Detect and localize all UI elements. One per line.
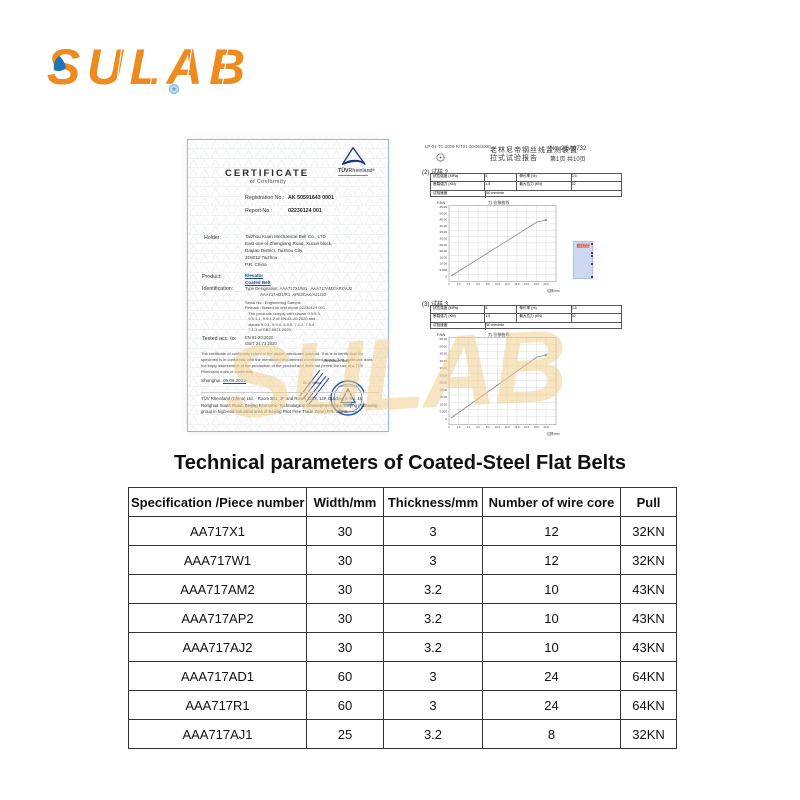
svg-text:16.0: 16.0 — [524, 282, 530, 285]
svg-text:50.00: 50.00 — [439, 211, 447, 215]
svg-text:18.0: 18.0 — [534, 282, 540, 285]
svg-text:16.0: 16.0 — [524, 425, 530, 429]
svg-text:6.0: 6.0 — [476, 282, 480, 285]
svg-text:10.0: 10.0 — [495, 282, 501, 285]
svg-text:10.00: 10.00 — [439, 262, 447, 266]
svg-text:5.000: 5.000 — [439, 268, 447, 272]
svg-text:SULAB: SULAB — [47, 39, 252, 95]
svg-text:20.00: 20.00 — [439, 388, 447, 392]
svg-text:0: 0 — [445, 417, 447, 421]
svg-text:20.00: 20.00 — [439, 249, 447, 253]
svg-text:• CERTIFICATE •: • CERTIFICATE • — [336, 384, 359, 388]
svg-text:45.00: 45.00 — [439, 352, 447, 356]
svg-text:35.00: 35.00 — [439, 230, 447, 234]
svg-text:55.00: 55.00 — [439, 205, 447, 209]
svg-text:10.0: 10.0 — [495, 425, 501, 429]
svg-text:50.00: 50.00 — [439, 344, 447, 348]
svg-text:14.0: 14.0 — [514, 425, 520, 429]
svg-text:25.00: 25.00 — [439, 243, 447, 247]
svg-text:6.0: 6.0 — [476, 425, 480, 429]
svg-text:4.0: 4.0 — [467, 282, 471, 285]
svg-text:2.0: 2.0 — [457, 425, 461, 429]
svg-text:40.00: 40.00 — [439, 359, 447, 363]
svg-text:12.0: 12.0 — [505, 282, 511, 285]
svg-text:20.0: 20.0 — [543, 425, 549, 429]
svg-text:5.000: 5.000 — [439, 410, 447, 414]
svg-text:35.00: 35.00 — [439, 366, 447, 370]
svg-text:12.0: 12.0 — [505, 425, 511, 429]
svg-text:45.00: 45.00 — [439, 218, 447, 222]
svg-text:14.0: 14.0 — [514, 282, 520, 285]
svg-text:8.0: 8.0 — [486, 425, 490, 429]
svg-text:55.00: 55.00 — [439, 337, 447, 341]
svg-text:30.00: 30.00 — [439, 237, 447, 241]
svg-text:30.00: 30.00 — [439, 373, 447, 377]
svg-text:15.00: 15.00 — [439, 255, 447, 259]
svg-text:15.00: 15.00 — [439, 395, 447, 399]
svg-text:8.0: 8.0 — [486, 282, 490, 285]
svg-text:20.0: 20.0 — [543, 282, 549, 285]
svg-text:25.00: 25.00 — [439, 381, 447, 385]
svg-text:10.00: 10.00 — [439, 402, 447, 406]
svg-text:18.0: 18.0 — [534, 425, 540, 429]
svg-text:40.00: 40.00 — [439, 224, 447, 228]
svg-text:2.0: 2.0 — [457, 282, 461, 285]
svg-text:0: 0 — [448, 282, 450, 285]
svg-text:4.0: 4.0 — [467, 425, 471, 429]
svg-text:0: 0 — [445, 274, 447, 278]
svg-text:0: 0 — [448, 425, 450, 429]
